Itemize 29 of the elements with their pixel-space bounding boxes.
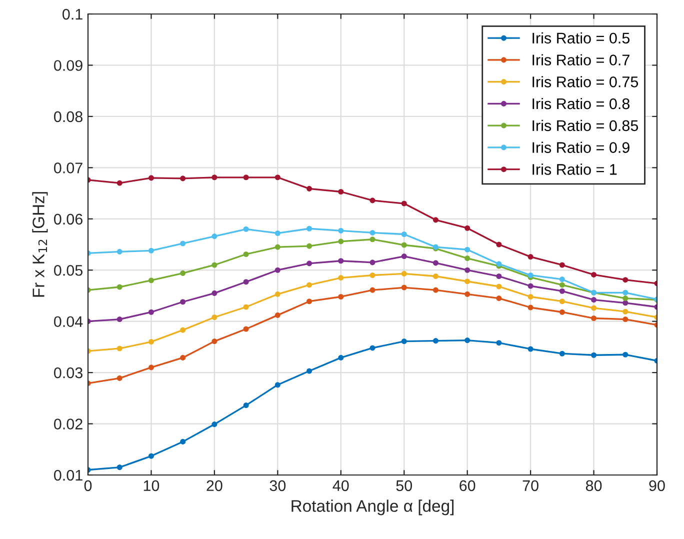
legend-label: Iris Ratio = 0.9: [532, 142, 630, 153]
x-tick-label: 10: [144, 480, 160, 492]
legend-label: Iris Ratio = 0.8: [532, 98, 630, 110]
y-tick-label: 0.02: [54, 418, 82, 430]
y-tick-label: 0.1: [62, 8, 82, 20]
x-tick-label: 20: [206, 480, 222, 492]
y-tick-label: 0.04: [54, 316, 83, 328]
y-tick-label: 0.03: [54, 367, 82, 378]
y-tick-label: 0.08: [54, 111, 82, 122]
x-tick-label: 50: [396, 480, 412, 492]
x-axis-title: Rotation Angle α [deg]: [292, 500, 454, 516]
x-tick-label: 90: [649, 480, 665, 492]
legend-label: Iris Ratio = 1: [532, 164, 617, 175]
y-tick-label: 0.06: [54, 214, 82, 225]
x-tick-label: 80: [586, 480, 602, 492]
legend-label: Iris Ratio = 0.85: [532, 120, 638, 132]
legend-label: Iris Ratio = 0.5: [532, 32, 630, 44]
x-tick-label: 30: [270, 480, 286, 492]
y-tick-label: 0.05: [54, 264, 82, 276]
y-tick-label: 0.07: [54, 162, 82, 174]
y-tick-label: 0.09: [54, 60, 82, 71]
x-tick-label: 70: [522, 480, 538, 492]
y-axis-title: Fr x K$_{12}$ [GHz]: [32, 192, 48, 297]
x-tick-label: 40: [332, 480, 349, 492]
y-tick-label: 0.01: [54, 470, 82, 481]
x-tick-label: 60: [460, 480, 476, 492]
x-tick-label: 0: [84, 480, 92, 492]
legend-label: Iris Ratio = 0.75: [532, 76, 638, 88]
legend-label: Iris Ratio = 0.7: [532, 54, 630, 66]
